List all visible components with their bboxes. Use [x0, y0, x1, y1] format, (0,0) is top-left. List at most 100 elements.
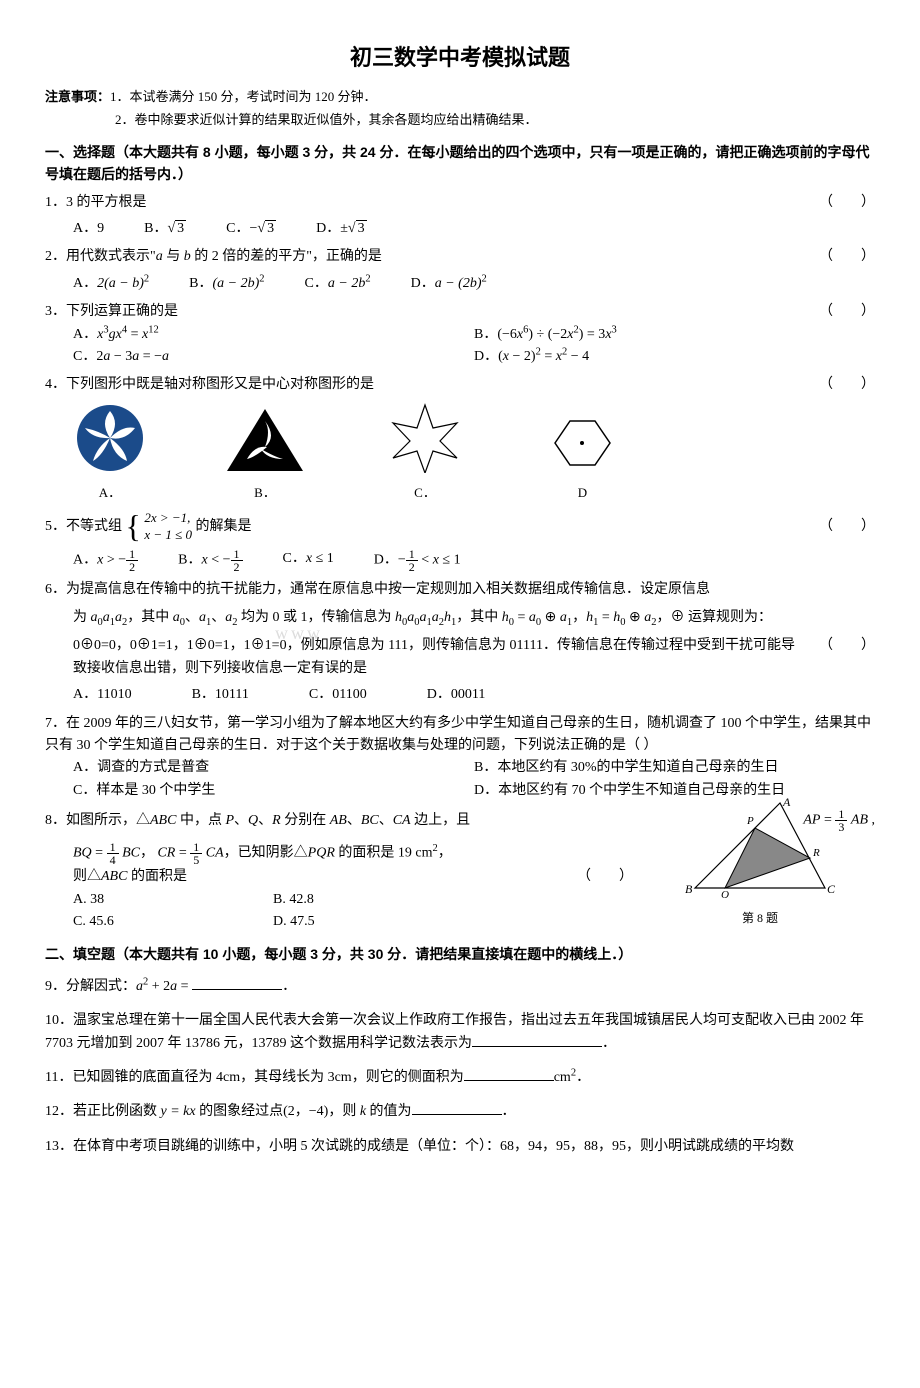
q5-s1: 不等式组	[66, 519, 126, 534]
q9-blank	[192, 976, 282, 990]
q4-stem: 下列图形中既是轴对称图形又是中心对称图形的是	[66, 377, 374, 392]
figure-8: A B C P Q R 第 8 题	[685, 798, 835, 928]
q10-blank	[472, 1033, 602, 1047]
q7-opt-a: A．调查的方式是普查	[73, 757, 474, 779]
triangle-recycle-icon	[225, 407, 305, 473]
notes-block: 注意事项：1．本试卷满分 150 分，考试时间为 120 分钟． 2．卷中除要求…	[45, 87, 875, 131]
q1-opt-c: C．−3	[226, 218, 276, 240]
question-9: 9．分解因式：a2 + 2a = ．	[45, 976, 875, 998]
q2-s2: 与	[163, 249, 184, 264]
q3-stem: 下列运算正确的是	[66, 304, 178, 319]
question-2: 2．用代数式表示"a 与 b 的 2 倍的差的平方"，正确的是 （ ） A．2(…	[45, 246, 875, 295]
svg-text:R: R	[812, 847, 820, 859]
q3-opt-c: C．2a − 3a = −a	[73, 346, 474, 368]
q8-opt-d: D. 47.5	[273, 911, 473, 933]
q2-opt-b: B．(a − 2b)2	[189, 273, 264, 295]
svg-text:B: B	[685, 882, 693, 896]
q3-num: 3．	[45, 304, 66, 319]
q6-opt-c: C．01100	[309, 684, 367, 706]
q2-s3: 的 2 倍的差的平方"，正确的是	[191, 249, 382, 264]
q5-num: 5．	[45, 519, 66, 534]
notes-prefix: 注意事项：	[45, 89, 110, 104]
fig8-caption: 第 8 题	[685, 909, 835, 928]
hexagon-dot-icon	[545, 413, 620, 473]
q1-num: 1．	[45, 195, 66, 210]
page-title: 初三数学中考模拟试题	[45, 40, 875, 75]
brace-icon: {	[126, 514, 141, 540]
question-5: 5．不等式组 { 2x > −1,x − 1 ≤ 0 的解集是 （ ） A．x …	[45, 510, 875, 573]
q6-opt-d: D．00011	[427, 684, 486, 706]
q4-label-c: C．	[385, 483, 465, 504]
question-6: 6．为提高信息在传输中的抗干扰能力，通常在原信息中按一定规则加入相关数据组成传输…	[45, 579, 875, 707]
q6-line1: 6．为提高信息在传输中的抗干扰能力，通常在原信息中按一定规则加入相关数据组成传输…	[45, 579, 875, 601]
question-8: 8．如图所示，△ABC 中，点 P、Q、R 分别在 AB、BC、CA 边上，且 …	[45, 808, 875, 933]
notes-line-2: 2．卷中除要求近似计算的结果取近似值外，其余各题均应给出精确结果．	[115, 110, 875, 131]
q5-opt-d: D．−12 < x ≤ 1	[374, 548, 461, 573]
q3-paren: （ ）	[819, 301, 875, 323]
q5-opt-a: A．x > −12	[73, 548, 138, 573]
question-13: 13．在体育中考项目跳绳的训练中，小明 5 次试跳的成绩是（单位：个）：68，9…	[45, 1136, 875, 1158]
svg-text:P: P	[746, 815, 754, 827]
q8-paren: （ ）	[577, 866, 633, 888]
triangle-pqr-icon: A B C P Q R	[685, 798, 835, 898]
star-six-icon	[385, 403, 465, 473]
q2-paren: （ ）	[819, 246, 875, 268]
q1-opt-b: B．3	[144, 218, 186, 240]
q6-line2: 为 a0a1a2，其中 a0、a1、a2 均为 0 或 1，传输信息为 h0a0…	[73, 607, 875, 629]
q4-label-d: D	[545, 483, 620, 504]
q7-opt-b: B．本地区约有 30%的中学生知道自己母亲的生日	[474, 757, 875, 779]
q4-shape-b: B．	[225, 407, 305, 504]
q5-paren: （ ）	[819, 516, 875, 538]
q6-opt-a: A．11010	[73, 684, 132, 706]
q7-opt-c: C．样本是 30 个中学生	[73, 780, 474, 802]
q2-num: 2．	[45, 249, 66, 264]
svg-text:A: A	[782, 798, 791, 809]
svg-text:Q: Q	[721, 889, 729, 898]
q3-opt-b: B．(−6x6) ÷ (−2x2) = 3x3	[474, 324, 875, 346]
q11-blank	[464, 1067, 554, 1081]
q4-label-a: A．	[75, 483, 145, 504]
q5-opt-b: B．x < −12	[178, 548, 242, 573]
q8-opt-c: C. 45.6	[73, 911, 273, 933]
svg-text:C: C	[827, 882, 835, 896]
q2-opt-c: C．a − 2b2	[305, 273, 371, 295]
notes-line-1: 注意事项：1．本试卷满分 150 分，考试时间为 120 分钟．	[45, 87, 875, 108]
q1-paren: （ ）	[819, 192, 875, 214]
section2-header: 二、填空题（本大题共有 10 小题，每小题 3 分，共 30 分．请把结果直接填…	[45, 943, 875, 965]
notes-1-text: 1．本试卷满分 150 分，考试时间为 120 分钟．	[110, 89, 377, 104]
q4-num: 4．	[45, 377, 66, 392]
q4-shape-a: A．	[75, 403, 145, 504]
q5-s2: 的解集是	[196, 519, 252, 534]
q2-opt-d: D．a − (2b)2	[411, 273, 487, 295]
q5-opt-c: C．x ≤ 1	[283, 548, 334, 573]
q8-line3: 则△ABC 的面积是	[73, 866, 557, 888]
q3-opt-a: A．x3gx4 = x12	[73, 324, 474, 346]
pentagon-swirl-icon	[75, 403, 145, 473]
q7-stem: 7．在 2009 年的三八妇女节，第一学习小组为了解本地区大约有多少中学生知道自…	[45, 713, 875, 758]
question-10: 10．温家宝总理在第十一届全国人民代表大会第一次会议上作政府工作报告，指出过去五…	[45, 1010, 875, 1055]
q2-opt-a: A．2(a − b)2	[73, 273, 149, 295]
q4-shape-c: C．	[385, 403, 465, 504]
q4-label-b: B．	[225, 483, 305, 504]
q6-opt-b: B．10111	[192, 684, 249, 706]
q4-shape-d: D	[545, 413, 620, 504]
q6-line3: 0⊕0=0，0⊕1=1，1⊕0=1，1⊕1=0，例如原信息为 111，则传输信息…	[73, 635, 799, 680]
q8-opt-b: B. 42.8	[273, 889, 473, 911]
q2-s1: 用代数式表示"	[66, 249, 156, 264]
q5-system: 2x > −1,x − 1 ≤ 0	[144, 510, 192, 544]
question-11: 11．已知圆锥的底面直径为 4cm，其母线长为 3cm，则它的侧面积为cm2．	[45, 1067, 875, 1089]
q1-opt-a: A．9	[73, 218, 104, 240]
question-7: 7．在 2009 年的三八妇女节，第一学习小组为了解本地区大约有多少中学生知道自…	[45, 713, 875, 803]
q8-line1: 8．如图所示，△ABC 中，点 P、Q、R 分别在 AB、BC、CA 边上，且	[45, 810, 773, 832]
q4-paren: （ ）	[819, 374, 875, 396]
q1-stem: 3 的平方根是	[66, 195, 147, 210]
question-3: 3．下列运算正确的是 （ ） A．x3gx4 = x12 B．(−6x6) ÷ …	[45, 301, 875, 368]
q1-opt-d: D．±3	[316, 218, 367, 240]
q8-opt-a: A. 38	[73, 889, 273, 911]
question-1: 1．3 的平方根是 （ ） A．9 B．3 C．−3 D．±3	[45, 192, 875, 241]
q12-blank	[412, 1101, 502, 1115]
question-4: 4．下列图形中既是轴对称图形又是中心对称图形的是 （ ） A．	[45, 374, 875, 504]
section1-header: 一、选择题（本大题共有 8 小题，每小题 3 分，共 24 分．在每小题给出的四…	[45, 141, 875, 186]
q3-opt-d: D．(x − 2)2 = x2 − 4	[474, 346, 875, 368]
q6-paren: （ ）	[819, 635, 875, 657]
